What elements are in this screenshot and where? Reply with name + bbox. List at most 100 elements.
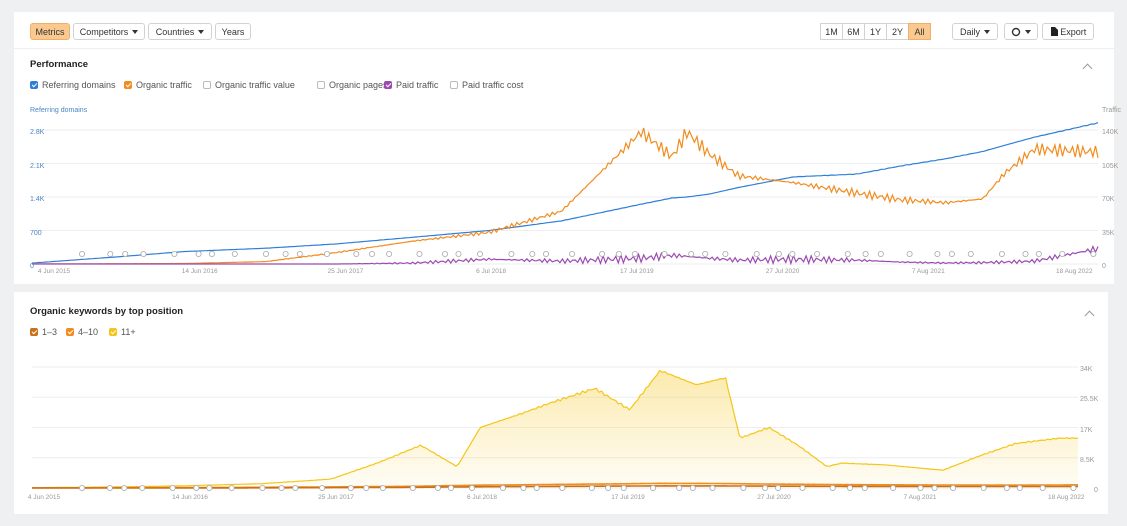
- annotation-marker-icon[interactable]: [950, 484, 957, 491]
- annotation-marker-icon[interactable]: [702, 250, 709, 257]
- annotation-marker-icon[interactable]: [499, 484, 506, 491]
- export-button[interactable]: Export: [1042, 23, 1094, 40]
- annotation-marker-icon[interactable]: [169, 484, 176, 491]
- annotation-marker-icon[interactable]: [416, 250, 423, 257]
- annotation-marker-icon[interactable]: [917, 484, 924, 491]
- annotation-marker-icon[interactable]: [529, 250, 536, 257]
- annotation-marker-icon[interactable]: [140, 250, 147, 257]
- annotation-marker-icon[interactable]: [379, 484, 386, 491]
- annotation-marker-icon[interactable]: [967, 250, 974, 257]
- annotation-marker-icon[interactable]: [520, 484, 527, 491]
- annotation-marker-icon[interactable]: [195, 250, 202, 257]
- annotation-marker-icon[interactable]: [139, 484, 146, 491]
- legend-4-10[interactable]: 4–10: [66, 327, 98, 337]
- annotation-marker-icon[interactable]: [278, 484, 285, 491]
- annotation-marker-icon[interactable]: [292, 484, 299, 491]
- annotation-marker-icon[interactable]: [599, 250, 606, 257]
- annotation-marker-icon[interactable]: [386, 250, 393, 257]
- annotation-marker-icon[interactable]: [722, 250, 729, 257]
- annotation-marker-icon[interactable]: [775, 484, 782, 491]
- annotation-marker-icon[interactable]: [508, 250, 515, 257]
- annotation-marker-icon[interactable]: [569, 250, 576, 257]
- annotation-marker-icon[interactable]: [615, 250, 622, 257]
- annotation-marker-icon[interactable]: [468, 484, 475, 491]
- annotation-marker-icon[interactable]: [980, 484, 987, 491]
- annotation-marker-icon[interactable]: [847, 484, 854, 491]
- tab-metrics[interactable]: Metrics: [30, 23, 70, 40]
- annotation-marker-icon[interactable]: [998, 250, 1005, 257]
- annotation-marker-icon[interactable]: [79, 484, 86, 491]
- annotation-marker-icon[interactable]: [877, 250, 884, 257]
- annotation-marker-icon[interactable]: [650, 484, 657, 491]
- annotation-marker-icon[interactable]: [353, 250, 360, 257]
- annotation-marker-icon[interactable]: [259, 484, 266, 491]
- legend-1-3[interactable]: 1–3: [30, 327, 57, 337]
- annotation-marker-icon[interactable]: [193, 484, 200, 491]
- annotation-marker-icon[interactable]: [231, 250, 238, 257]
- annotation-marker-icon[interactable]: [934, 250, 941, 257]
- annotation-marker-icon[interactable]: [533, 484, 540, 491]
- checkbox-referring-domains[interactable]: Referring domains: [30, 80, 116, 90]
- annotation-marker-icon[interactable]: [1070, 484, 1077, 491]
- annotation-marker-icon[interactable]: [799, 484, 806, 491]
- annotation-marker-icon[interactable]: [931, 484, 938, 491]
- annotation-marker-icon[interactable]: [620, 484, 627, 491]
- annotation-marker-icon[interactable]: [605, 484, 612, 491]
- annotation-marker-icon[interactable]: [588, 484, 595, 491]
- annotation-marker-icon[interactable]: [1059, 250, 1066, 257]
- annotation-marker-icon[interactable]: [476, 250, 483, 257]
- annotation-marker-icon[interactable]: [559, 484, 566, 491]
- annotation-marker-icon[interactable]: [368, 250, 375, 257]
- checkbox-paid-traffic[interactable]: Paid traffic: [384, 80, 438, 90]
- annotation-marker-icon[interactable]: [631, 250, 638, 257]
- annotation-marker-icon[interactable]: [79, 250, 86, 257]
- checkbox-organic-traffic[interactable]: Organic traffic: [124, 80, 192, 90]
- annotation-marker-icon[interactable]: [709, 484, 716, 491]
- annotation-marker-icon[interactable]: [740, 484, 747, 491]
- checkbox-paid-traffic-cost[interactable]: Paid traffic cost: [450, 80, 523, 90]
- annotation-marker-icon[interactable]: [363, 484, 370, 491]
- annotation-marker-icon[interactable]: [689, 484, 696, 491]
- annotation-marker-icon[interactable]: [688, 250, 695, 257]
- annotation-marker-icon[interactable]: [409, 484, 416, 491]
- annotation-marker-icon[interactable]: [1016, 484, 1023, 491]
- tab-countries[interactable]: Countries: [148, 23, 212, 40]
- annotation-marker-icon[interactable]: [121, 484, 128, 491]
- annotation-marker-icon[interactable]: [814, 250, 821, 257]
- annotation-marker-icon[interactable]: [543, 250, 550, 257]
- annotation-marker-icon[interactable]: [296, 250, 303, 257]
- annotation-marker-icon[interactable]: [262, 250, 269, 257]
- annotation-marker-icon[interactable]: [890, 484, 897, 491]
- annotation-marker-icon[interactable]: [171, 250, 178, 257]
- legend-11[interactable]: 11+: [109, 327, 136, 337]
- checkbox-organic-traffic-value[interactable]: Organic traffic value: [203, 80, 295, 90]
- annotation-marker-icon[interactable]: [107, 250, 114, 257]
- tab-competitors[interactable]: Competitors: [73, 23, 145, 40]
- annotation-marker-icon[interactable]: [753, 250, 760, 257]
- annotation-marker-icon[interactable]: [948, 250, 955, 257]
- annotation-marker-icon[interactable]: [228, 484, 235, 491]
- annotation-marker-icon[interactable]: [789, 250, 796, 257]
- annotation-marker-icon[interactable]: [206, 484, 213, 491]
- annotation-marker-icon[interactable]: [676, 484, 683, 491]
- annotation-marker-icon[interactable]: [122, 250, 129, 257]
- annotation-marker-icon[interactable]: [447, 484, 454, 491]
- annotation-marker-icon[interactable]: [319, 484, 326, 491]
- annotation-marker-icon[interactable]: [775, 250, 782, 257]
- annotation-marker-icon[interactable]: [455, 250, 462, 257]
- range-all[interactable]: All: [908, 23, 931, 40]
- annotation-marker-icon[interactable]: [323, 250, 330, 257]
- annotation-dropdown[interactable]: [1004, 23, 1038, 40]
- annotation-marker-icon[interactable]: [208, 250, 215, 257]
- checkbox-organic-pages[interactable]: Organic pages: [317, 80, 388, 90]
- annotation-marker-icon[interactable]: [1003, 484, 1010, 491]
- tab-years[interactable]: Years: [215, 23, 251, 40]
- annotation-marker-icon[interactable]: [1039, 484, 1046, 491]
- annotation-marker-icon[interactable]: [1022, 250, 1029, 257]
- annotation-marker-icon[interactable]: [661, 250, 668, 257]
- annotation-marker-icon[interactable]: [1035, 250, 1042, 257]
- annotation-marker-icon[interactable]: [829, 484, 836, 491]
- annotation-marker-icon[interactable]: [844, 250, 851, 257]
- interval-dropdown[interactable]: Daily: [952, 23, 998, 40]
- annotation-marker-icon[interactable]: [441, 250, 448, 257]
